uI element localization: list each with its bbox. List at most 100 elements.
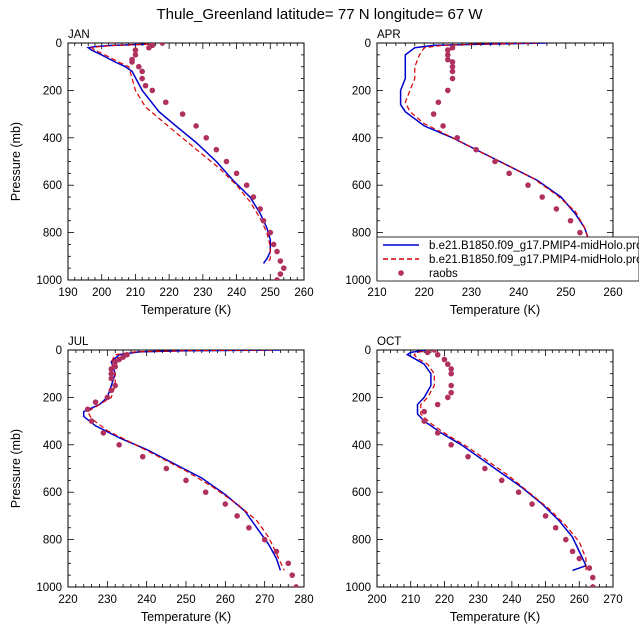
raobs-point (448, 370, 454, 377)
x-tick-label: 260 (294, 287, 313, 299)
x-tick-label: 220 (435, 594, 454, 606)
x-tick-label: 240 (502, 594, 521, 606)
raobs-point (445, 361, 451, 368)
panel-apr: 210 220 230 240 250 260 0 200 400 600 800 1000 APR Te… (345, 29, 622, 317)
raobs-point (552, 524, 559, 531)
raobs-point (449, 68, 456, 75)
raobs-point (142, 82, 149, 89)
series-group (399, 43, 607, 280)
raobs-point (116, 442, 122, 448)
raobs-point (139, 453, 146, 460)
raobs-point (112, 382, 118, 389)
raobs-point (449, 75, 456, 82)
raobs-point (260, 217, 267, 224)
x-tick-label: 240 (509, 287, 528, 299)
x-tick-label: 210 (126, 287, 145, 299)
panel-oct: 200 210 220 230 240 250 260 270 0 200 400 600 800 100… (345, 336, 622, 624)
raobs-point (257, 206, 263, 212)
x-tick-label: 220 (58, 594, 77, 606)
raobs-point (179, 111, 186, 117)
y-tick-label: 0 (56, 345, 62, 357)
raobs-point (146, 44, 152, 51)
raobs-point (233, 170, 240, 177)
raobs-point (498, 477, 505, 484)
raobs-point (132, 47, 139, 53)
raobs-point (440, 123, 446, 129)
raobs-point (529, 501, 535, 507)
raobs-point (430, 111, 437, 117)
raobs-point (435, 99, 442, 106)
raobs-point (492, 158, 498, 165)
raobs-point (267, 229, 274, 236)
x-tick-label: 220 (415, 287, 434, 299)
series-line-solid (399, 43, 595, 264)
y-tick-label: 200 (352, 392, 371, 404)
x-axis-title: Temperature (K) (141, 303, 231, 317)
y-tick-label: 400 (43, 440, 62, 452)
raobs-point (567, 217, 574, 224)
legend-label: b.e21.B1850.f09_g17.PMIP4-midHolo.pro (429, 254, 639, 266)
series-line-dashed (90, 43, 271, 264)
panel-label: JAN (68, 29, 90, 41)
raobs-point (92, 399, 99, 405)
y-tick-label: 1000 (345, 582, 371, 594)
plot-frame (67, 349, 305, 588)
raobs-point (448, 382, 454, 389)
panel-jul: 220 230 240 250 260 270 280 0 200 400 600 800 1000 JU… (9, 336, 314, 624)
raobs-point (193, 123, 199, 129)
raobs-point (261, 536, 268, 543)
legend-box (376, 236, 639, 282)
raobs-point (139, 68, 145, 75)
raobs-point (445, 47, 451, 53)
x-tick-label: 230 (193, 287, 212, 299)
raobs-point (100, 430, 107, 436)
raobs-point (274, 277, 280, 280)
panel-label: OCT (377, 336, 401, 348)
series-group (82, 350, 299, 587)
panel-label: APR (377, 29, 401, 41)
raobs-point (149, 87, 156, 94)
x-tick-label: 240 (137, 594, 156, 606)
y-tick-label: 600 (352, 487, 371, 499)
y-axis-title: Pressure (mb) (9, 429, 23, 508)
raobs-point (449, 44, 456, 51)
raobs-point (246, 524, 252, 531)
raobs-point (539, 194, 545, 200)
raobs-point (421, 418, 428, 424)
y-tick-label: 0 (365, 345, 371, 357)
y-tick-label: 0 (365, 38, 371, 50)
raobs-point (250, 194, 257, 200)
raobs-point (108, 370, 115, 377)
raobs-point (434, 430, 441, 436)
raobs-point (434, 401, 441, 408)
y-tick-label: 1000 (36, 275, 62, 287)
raobs-point (449, 59, 456, 65)
y-tick-label: 600 (352, 180, 371, 192)
y-tick-label: 800 (43, 535, 62, 547)
raobs-point (285, 560, 292, 567)
raobs-point (482, 465, 488, 472)
y-tick-label: 400 (352, 440, 371, 452)
raobs-point (431, 350, 438, 353)
figure-title: Thule_Greenland latitude= 77 N longitude… (156, 6, 483, 23)
raobs-point (139, 75, 145, 82)
raobs-point (88, 418, 95, 424)
x-tick-label: 260 (603, 287, 622, 299)
raobs-point (506, 170, 512, 177)
x-tick-label: 230 (469, 594, 488, 606)
raobs-point (553, 206, 560, 212)
x-axis-title: Temperature (K) (450, 303, 540, 317)
panel-jan: 190 200 210 220 230 240 250 260 0 200 400 600 800 100… (9, 29, 314, 317)
raobs-point (465, 453, 471, 460)
y-tick-label: 1000 (36, 582, 62, 594)
series-line-dashed (86, 350, 285, 571)
y-tick-label: 200 (352, 85, 371, 97)
x-tick-label: 190 (58, 287, 77, 299)
series-group (405, 350, 596, 587)
raobs-point (243, 182, 250, 188)
x-tick-label: 240 (227, 287, 246, 299)
raobs-point (449, 63, 456, 70)
panel-label: JUL (68, 336, 89, 348)
raobs-point (586, 565, 593, 571)
